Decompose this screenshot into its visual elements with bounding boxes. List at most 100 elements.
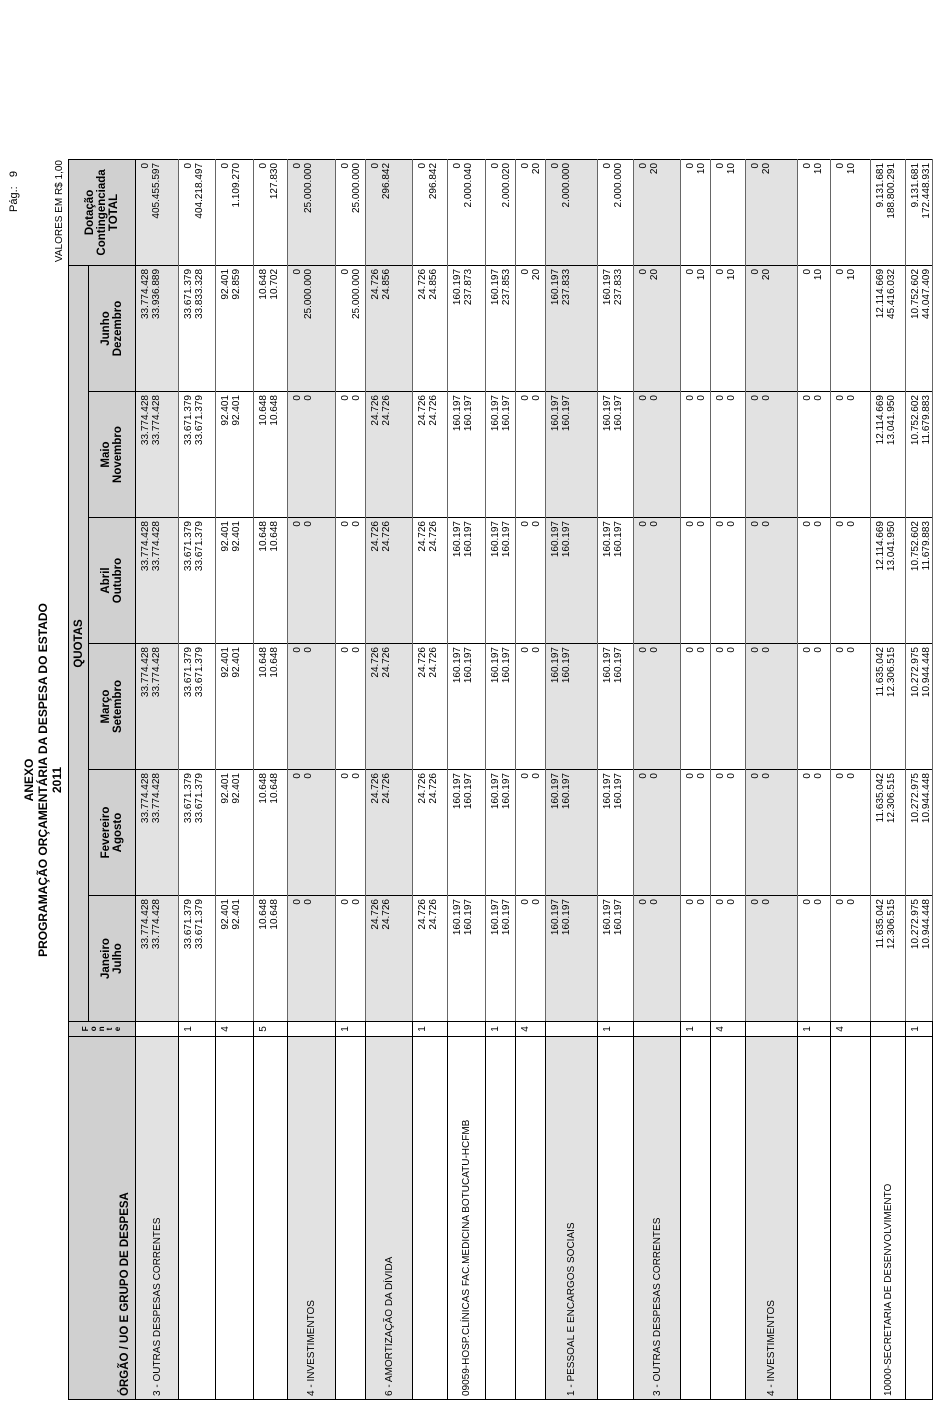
value: 0: [685, 647, 696, 653]
month-name: Setembro: [112, 679, 124, 734]
value-cell: 160.197 160.197: [447, 895, 486, 1022]
value: 0: [292, 647, 303, 653]
table-row: 4 0 0 0 0 0 0 0 0 0 0 0 10 0 10: [710, 159, 746, 1400]
value-cell: 9.131.681 188.800.291: [870, 159, 906, 266]
fonte-value: 4: [715, 1026, 726, 1032]
value: 0: [685, 395, 696, 401]
value-cell: 10.272.975 10.944.448: [905, 643, 933, 770]
value: 11.679.883: [921, 521, 932, 571]
value: 160.197: [490, 899, 501, 936]
value: 24.726: [428, 899, 439, 930]
value-cell: 0 25.000.000: [287, 265, 336, 392]
value: 24.726: [381, 521, 392, 552]
value: 0: [220, 162, 231, 169]
value: 13.041.950: [886, 521, 897, 572]
value: 24.726: [417, 773, 428, 804]
value: 25.000.000: [303, 268, 314, 320]
value: 92.401: [220, 521, 231, 552]
fonte-cell: 1: [485, 1021, 516, 1037]
value-cell: 160.197 160.197: [545, 517, 598, 644]
value: 10.648: [258, 395, 269, 426]
value-cell: 160.197 160.197: [485, 769, 516, 896]
fonte-cell: 1: [335, 1021, 366, 1037]
value: 24.726: [370, 773, 381, 804]
value: 0: [649, 899, 660, 905]
value-cell: 160.197 160.197: [447, 517, 486, 644]
value-cell: 160.197 237.873: [447, 265, 486, 392]
value: 0: [292, 395, 303, 401]
value: 0: [520, 899, 531, 905]
table-row: 1 33.671.379 33.671.379 33.671.379 33.671.37…: [178, 159, 216, 1400]
value: 10.702: [269, 268, 280, 300]
value: 10.752.602: [910, 395, 921, 446]
value-cell: 10.648 10.648: [253, 895, 288, 1022]
fonte-cell: [545, 1021, 598, 1037]
value-cell: 24.726 24.726: [412, 643, 448, 770]
value-cell: 11.635.042 12.306.515: [870, 643, 906, 770]
value: 160.197: [452, 773, 463, 810]
value: 0: [685, 899, 696, 905]
value: 160.197: [613, 521, 624, 558]
row-label: 09059-HOSP.CLÍNICAS FAC.MEDICINA BOTUCAT…: [447, 1036, 486, 1400]
value: 160.197: [561, 521, 572, 558]
value: 10: [846, 162, 857, 175]
value-cell: 0 20: [515, 265, 546, 392]
value: 296.842: [381, 162, 392, 200]
value: 33.671.379: [183, 395, 194, 446]
value: 0: [813, 773, 824, 779]
value: 24.726: [381, 647, 392, 678]
value: 160.197: [550, 521, 561, 558]
value: 160.197: [490, 395, 501, 432]
month-name: Dezembro: [112, 300, 124, 357]
value: 0: [761, 647, 772, 653]
value: 0: [846, 773, 857, 779]
value: 296.842: [428, 162, 439, 200]
fonte-cell: 1: [597, 1021, 634, 1037]
month-name: Janeiro: [100, 938, 112, 979]
value: 0: [813, 899, 824, 905]
value: 20: [531, 162, 542, 175]
value: 160.197: [463, 521, 474, 558]
value: 160.197: [613, 395, 624, 432]
total-h2: TOTAL: [108, 193, 120, 232]
row-label: [178, 1036, 216, 1400]
value: 0: [292, 521, 303, 527]
row-label: [215, 1036, 254, 1400]
value: 0: [750, 899, 761, 905]
value: 160.197: [490, 773, 501, 810]
value: 0: [685, 162, 696, 169]
value-cell: 0 25.000.000: [335, 159, 366, 266]
row-label: [830, 1036, 871, 1400]
fonte-value: 1: [417, 1026, 428, 1032]
value-cell: 33.671.379 33.671.379: [178, 391, 216, 518]
value: 160.197: [561, 395, 572, 432]
value-cell: 0 20: [633, 159, 681, 266]
value: 0: [520, 521, 531, 527]
month-header: Maio Novembro: [88, 391, 136, 518]
value: 160.197: [613, 899, 624, 936]
value: 24.726: [370, 899, 381, 930]
fonte-cell: [447, 1021, 486, 1037]
value-cell: 0 10: [797, 159, 831, 266]
value-cell: 24.726 24.726: [365, 769, 413, 896]
value: 0: [750, 773, 761, 779]
value: 24.726: [417, 899, 428, 930]
table-row: 1 0 0 0 0 0 0 0 0 0 0 0 10 0 10: [797, 159, 831, 1400]
value: 20: [649, 268, 660, 281]
value: 33.774.428: [140, 647, 151, 698]
page-number: Pág.: 9: [8, 171, 20, 212]
value: 10.648: [269, 395, 280, 426]
value-cell: 9.131.681 172.448.931: [905, 159, 933, 266]
value: 160.197: [501, 899, 512, 936]
table-row: 4 0 0 0 0 0 0 0 0 0 0 0 20 0 20: [515, 159, 546, 1400]
value: 92.401: [231, 647, 242, 678]
